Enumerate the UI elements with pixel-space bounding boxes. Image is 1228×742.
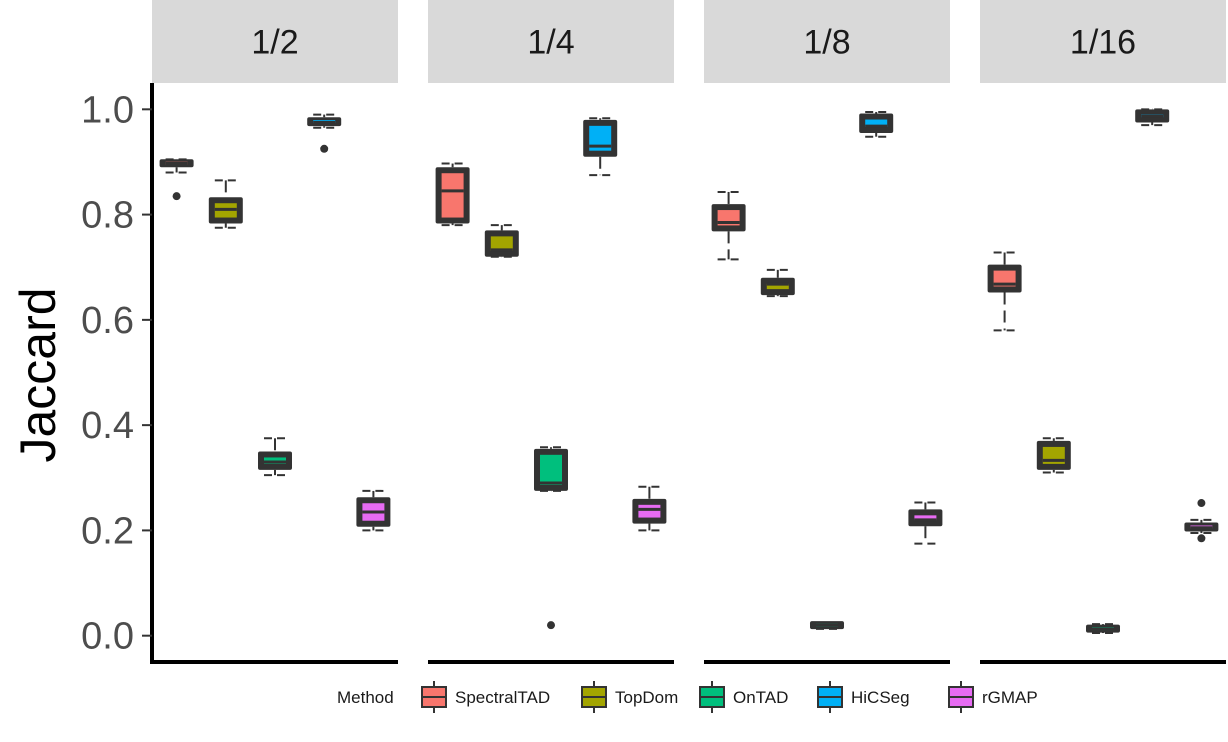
box-fill (540, 454, 562, 485)
facet-strip-label: 1/8 (803, 24, 850, 62)
y-tick-label: 0.4 (81, 405, 134, 447)
box-HiCSeg (1135, 108, 1170, 127)
box-fill (638, 504, 661, 518)
box-fill (490, 236, 513, 251)
box-TopDom (208, 179, 243, 229)
y-tick-label: 0.0 (81, 616, 134, 658)
outlier-point (320, 144, 329, 153)
box-TopDom (484, 224, 519, 258)
box-OnTAD (810, 621, 844, 630)
legend-label: OnTAD (733, 688, 788, 707)
y-axis-label: Jaccard (10, 287, 66, 462)
facet-strip-label: 1/4 (527, 24, 574, 62)
box-HiCSeg (859, 110, 894, 138)
facet-strip-label: 1/2 (251, 24, 298, 62)
box-fill (914, 515, 937, 521)
facet-strip (704, 0, 950, 83)
box-TopDom (1036, 437, 1071, 474)
legend: Method SpectralTAD TopDom OnTAD HiCSeg rGMAP (337, 681, 1038, 713)
boxplots (159, 108, 1219, 635)
y-tick-label: 0.2 (81, 510, 134, 552)
box-fill (993, 270, 1016, 287)
outlier-point (172, 192, 181, 201)
box-fill (589, 125, 612, 151)
box-rGMAP (908, 501, 943, 545)
legend-label: rGMAP (982, 688, 1038, 707)
legend-item-HiCSeg: HiCSeg (817, 681, 910, 713)
axes: 0.0 0.2 0.4 0.6 0.8 1.0 (81, 83, 1226, 664)
box-OnTAD (258, 437, 292, 477)
box-HiCSeg (307, 113, 342, 153)
box-SpectralTAD (987, 251, 1022, 332)
box-SpectralTAD (159, 158, 194, 201)
box-OnTAD (1086, 623, 1120, 635)
box-rGMAP (356, 489, 391, 532)
box-rGMAP (1184, 499, 1219, 543)
box-rGMAP (632, 485, 667, 532)
box-TopDom (760, 268, 795, 298)
box-fill (441, 173, 464, 218)
box-HiCSeg (583, 117, 618, 177)
outlier-point (1197, 534, 1206, 543)
box-SpectralTAD (711, 190, 746, 261)
y-tick-label: 0.6 (81, 300, 134, 342)
legend-label: HiCSeg (851, 688, 910, 707)
facet-strip (152, 0, 398, 83)
box-SpectralTAD (435, 162, 470, 227)
box-OnTAD (534, 446, 568, 630)
legend-item-OnTAD: OnTAD (699, 681, 788, 713)
legend-item-SpectralTAD: SpectralTAD (421, 681, 550, 713)
legend-item-rGMAP: rGMAP (948, 681, 1038, 713)
facet-strip (980, 0, 1226, 83)
legend-item-TopDom: TopDom (581, 681, 678, 713)
y-tick-label: 0.8 (81, 195, 134, 237)
legend-label: SpectralTAD (455, 688, 550, 707)
box-fill (865, 119, 888, 128)
box-fill (766, 283, 789, 290)
outlier-point (1197, 499, 1206, 508)
outlier-point (547, 621, 555, 630)
legend-label: TopDom (615, 688, 678, 707)
facet-strips: 1/2 1/4 1/8 1/16 (152, 0, 1226, 83)
legend-title: Method (337, 688, 394, 707)
facet-strip (428, 0, 674, 83)
y-tick-label: 1.0 (81, 89, 134, 131)
facet-strip-label: 1/16 (1070, 24, 1136, 62)
